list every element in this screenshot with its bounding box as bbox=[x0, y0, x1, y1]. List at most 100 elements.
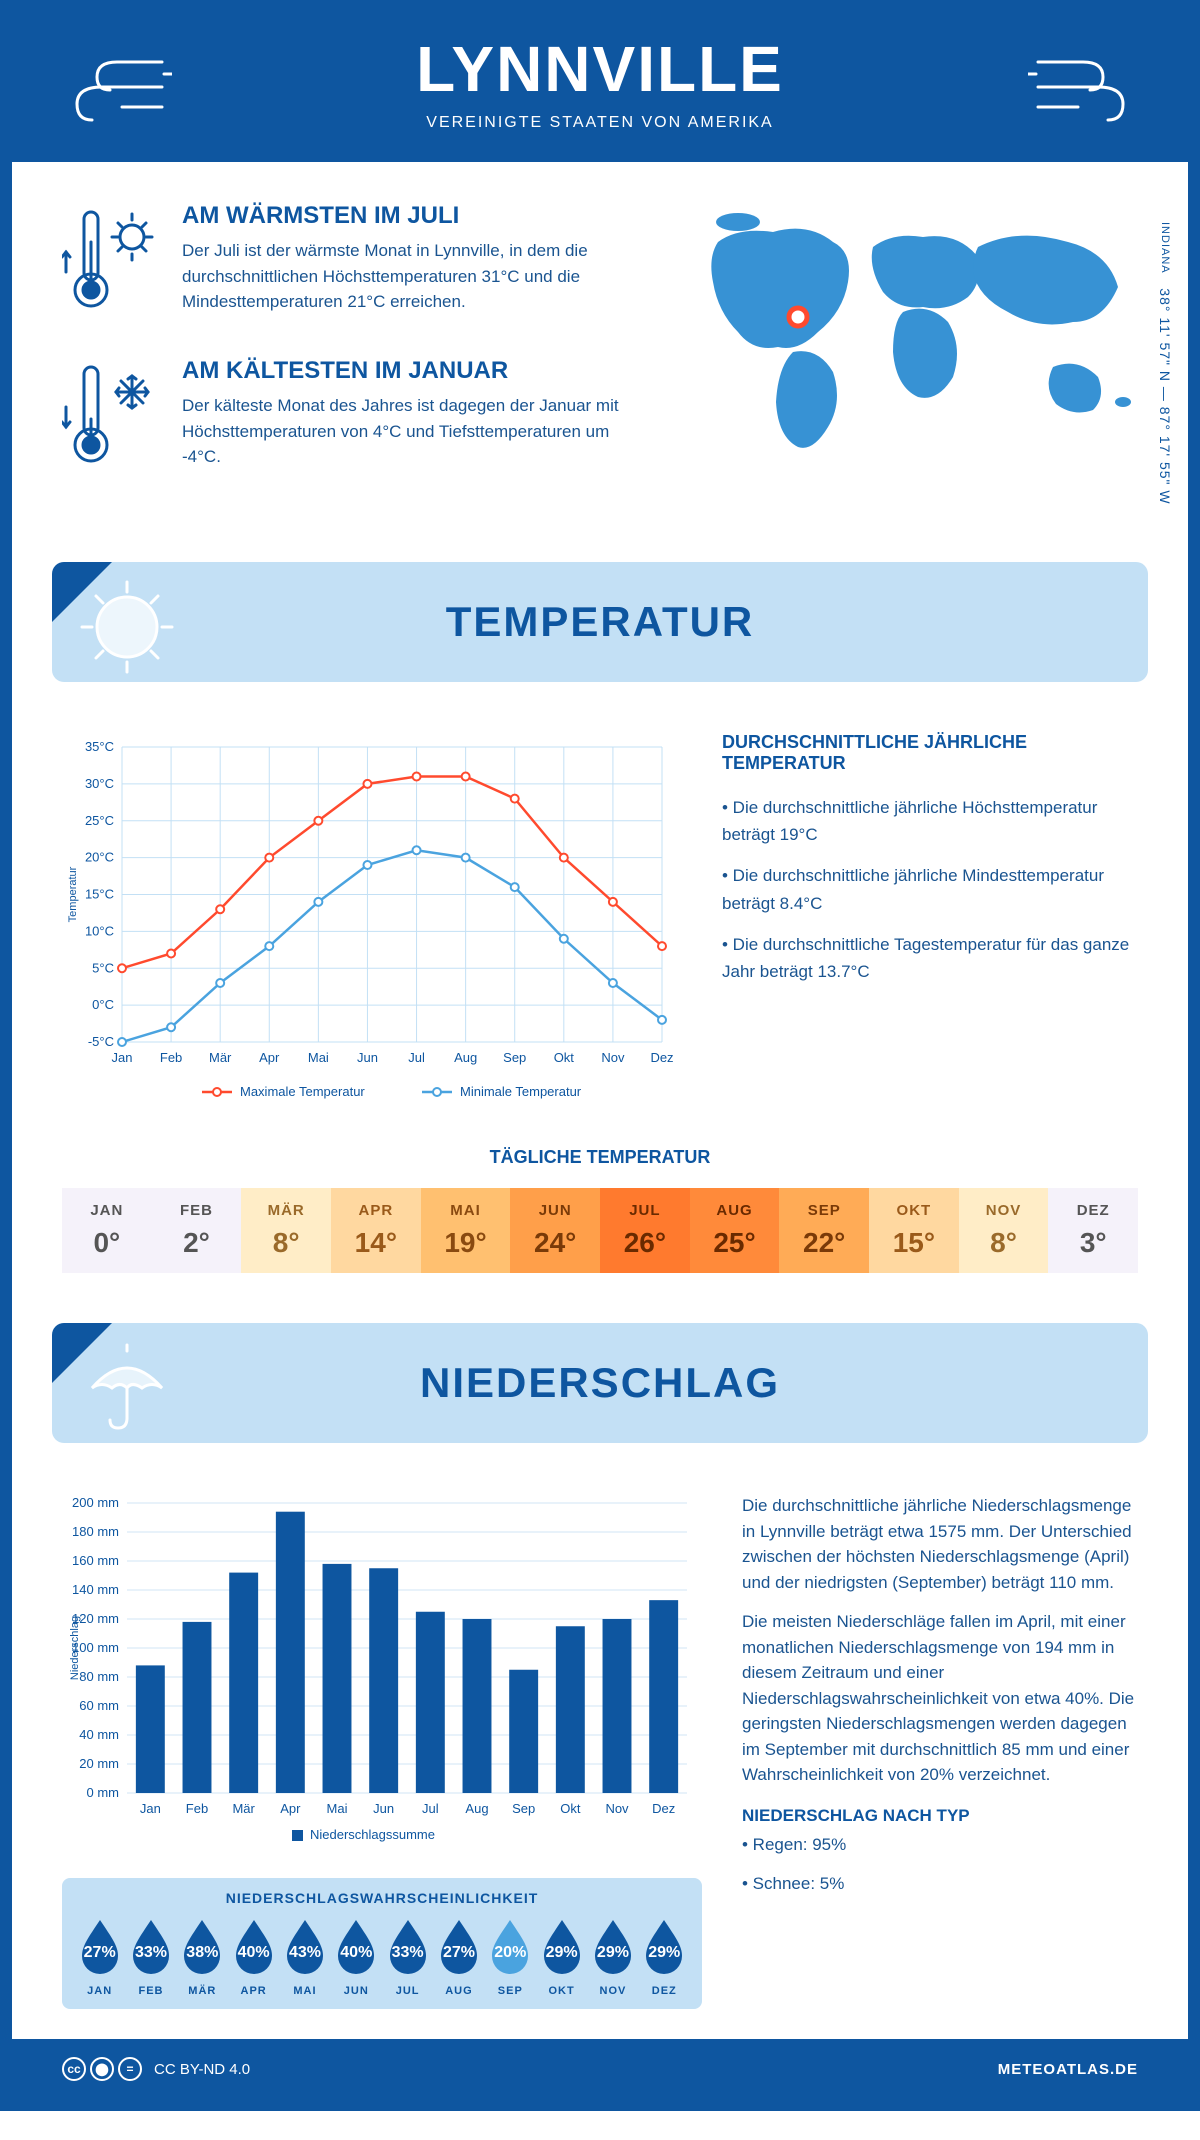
svg-text:Apr: Apr bbox=[259, 1050, 280, 1065]
svg-text:Aug: Aug bbox=[465, 1801, 488, 1816]
type-bullet: • Schnee: 5% bbox=[742, 1871, 1138, 1897]
svg-text:15°C: 15°C bbox=[85, 887, 114, 902]
temp-strip-cell: JAN0° bbox=[62, 1188, 152, 1273]
svg-text:180 mm: 180 mm bbox=[72, 1524, 119, 1539]
precipitation-text: Die durchschnittliche jährliche Niedersc… bbox=[742, 1493, 1138, 2009]
svg-text:Sep: Sep bbox=[503, 1050, 526, 1065]
coordinates: INDIANA 38° 11' 57" N — 87° 17' 55" W bbox=[1157, 222, 1173, 505]
footer: cc⬤= CC BY-ND 4.0 METEOATLAS.DE bbox=[12, 2039, 1188, 2099]
temp-strip-cell: APR14° bbox=[331, 1188, 421, 1273]
temp-strip-cell: MAI19° bbox=[421, 1188, 511, 1273]
coldest-fact: AM KÄLTESTEN IM JANUAR Der kälteste Mona… bbox=[62, 357, 638, 482]
world-map: INDIANA 38° 11' 57" N — 87° 17' 55" W bbox=[678, 202, 1138, 512]
coldest-text: Der kälteste Monat des Jahres ist dagege… bbox=[182, 393, 638, 470]
temp-strip-cell: MÄR8° bbox=[241, 1188, 331, 1273]
svg-text:Feb: Feb bbox=[160, 1050, 182, 1065]
svg-text:Niederschlagssumme: Niederschlagssumme bbox=[310, 1827, 435, 1842]
warmest-text: Der Juli ist der wärmste Monat in Lynnvi… bbox=[182, 238, 638, 315]
fact-bullet: • Die durchschnittliche Tagestemperatur … bbox=[722, 931, 1138, 985]
thermometer-sun-icon bbox=[62, 202, 162, 327]
svg-text:Mär: Mär bbox=[232, 1801, 255, 1816]
temp-strip-cell: NOV8° bbox=[959, 1188, 1049, 1273]
svg-text:80 mm: 80 mm bbox=[79, 1669, 119, 1684]
city-title: LYNNVILLE bbox=[12, 32, 1188, 106]
temperature-chart: -5°C0°C5°C10°C15°C20°C25°C30°C35°CJanFeb… bbox=[62, 732, 682, 1117]
warmest-fact: AM WÄRMSTEN IM JULI Der Juli ist der wär… bbox=[62, 202, 638, 327]
svg-text:10°C: 10°C bbox=[85, 923, 114, 938]
svg-text:Dez: Dez bbox=[652, 1801, 675, 1816]
svg-text:Okt: Okt bbox=[560, 1801, 581, 1816]
temperature-facts: DURCHSCHNITTLICHE JÄHRLICHE TEMPERATUR •… bbox=[722, 732, 1138, 1117]
svg-text:Mai: Mai bbox=[327, 1801, 348, 1816]
svg-text:30°C: 30°C bbox=[85, 776, 114, 791]
probability-cell: 40%APR bbox=[228, 1916, 279, 1997]
svg-text:20°C: 20°C bbox=[85, 850, 114, 865]
svg-text:25°C: 25°C bbox=[85, 813, 114, 828]
probability-cell: 33%JUL bbox=[382, 1916, 433, 1997]
temp-strip-cell: JUL26° bbox=[600, 1188, 690, 1273]
svg-text:140 mm: 140 mm bbox=[72, 1582, 119, 1597]
coldest-title: AM KÄLTESTEN IM JANUAR bbox=[182, 357, 638, 385]
svg-text:Jan: Jan bbox=[140, 1801, 161, 1816]
probability-cell: 43%MAI bbox=[279, 1916, 330, 1997]
probability-cell: 38%MÄR bbox=[177, 1916, 228, 1997]
temp-strip-cell: OKT15° bbox=[869, 1188, 959, 1273]
temp-strip-cell: DEZ3° bbox=[1048, 1188, 1138, 1273]
wind-icon bbox=[52, 42, 172, 137]
svg-text:Mär: Mär bbox=[209, 1050, 232, 1065]
svg-text:Jul: Jul bbox=[422, 1801, 439, 1816]
fact-bullet: • Die durchschnittliche jährliche Mindes… bbox=[722, 862, 1138, 916]
probability-cell: 27%AUG bbox=[433, 1916, 484, 1997]
precipitation-heading: NIEDERSCHLAG bbox=[420, 1359, 780, 1407]
cc-icon: cc⬤= bbox=[62, 2057, 142, 2081]
svg-text:5°C: 5°C bbox=[92, 960, 114, 975]
probability-cell: 33%FEB bbox=[125, 1916, 176, 1997]
warmest-title: AM WÄRMSTEN IM JULI bbox=[182, 202, 638, 230]
country-subtitle: VEREINIGTE STAATEN VON AMERIKA bbox=[12, 114, 1188, 132]
svg-text:40 mm: 40 mm bbox=[79, 1727, 119, 1742]
temp-strip-cell: SEP22° bbox=[779, 1188, 869, 1273]
type-bullet: • Regen: 95% bbox=[742, 1832, 1138, 1858]
svg-text:Feb: Feb bbox=[186, 1801, 208, 1816]
svg-text:60 mm: 60 mm bbox=[79, 1698, 119, 1713]
svg-text:Sep: Sep bbox=[512, 1801, 535, 1816]
svg-text:Nov: Nov bbox=[605, 1801, 629, 1816]
header: LYNNVILLE VEREINIGTE STAATEN VON AMERIKA bbox=[12, 12, 1188, 162]
svg-text:160 mm: 160 mm bbox=[72, 1553, 119, 1568]
svg-text:35°C: 35°C bbox=[85, 739, 114, 754]
svg-text:Niederschlag: Niederschlag bbox=[69, 1616, 81, 1680]
probability-cell: 29%DEZ bbox=[639, 1916, 690, 1997]
sun-icon bbox=[72, 572, 182, 682]
probability-cell: 20%SEP bbox=[485, 1916, 536, 1997]
fact-bullet: • Die durchschnittliche jährliche Höchst… bbox=[722, 794, 1138, 848]
daily-temperature: TÄGLICHE TEMPERATUR JAN0°FEB2°MÄR8°APR14… bbox=[12, 1147, 1188, 1303]
thermometer-snow-icon bbox=[62, 357, 162, 482]
svg-text:200 mm: 200 mm bbox=[72, 1495, 119, 1510]
svg-text:Mai: Mai bbox=[308, 1050, 329, 1065]
svg-text:0°C: 0°C bbox=[92, 997, 114, 1012]
probability-cell: 29%NOV bbox=[587, 1916, 638, 1997]
svg-text:Apr: Apr bbox=[280, 1801, 301, 1816]
svg-text:Jun: Jun bbox=[357, 1050, 378, 1065]
svg-text:Dez: Dez bbox=[650, 1050, 673, 1065]
wind-icon bbox=[1028, 42, 1148, 137]
temp-strip-cell: JUN24° bbox=[510, 1188, 600, 1273]
temp-strip-cell: AUG25° bbox=[690, 1188, 780, 1273]
temp-strip-cell: FEB2° bbox=[152, 1188, 242, 1273]
temperature-banner: TEMPERATUR bbox=[52, 562, 1148, 682]
precipitation-chart: 0 mm20 mm40 mm60 mm80 mm100 mm120 mm140 … bbox=[62, 1493, 702, 1858]
svg-text:Temperatur: Temperatur bbox=[67, 866, 79, 922]
probability-cell: 40%JUN bbox=[331, 1916, 382, 1997]
probability-panel: NIEDERSCHLAGSWAHRSCHEINLICHKEIT 27%JAN 3… bbox=[62, 1878, 702, 2009]
probability-cell: 29%OKT bbox=[536, 1916, 587, 1997]
temperature-heading: TEMPERATUR bbox=[446, 598, 755, 646]
svg-text:Minimale Temperatur: Minimale Temperatur bbox=[460, 1084, 582, 1099]
brand-text: METEOATLAS.DE bbox=[998, 2061, 1138, 2078]
svg-text:Jul: Jul bbox=[408, 1050, 425, 1065]
svg-text:-5°C: -5°C bbox=[88, 1034, 114, 1049]
intro-section: AM WÄRMSTEN IM JULI Der Juli ist der wär… bbox=[12, 162, 1188, 542]
precipitation-banner: NIEDERSCHLAG bbox=[52, 1323, 1148, 1443]
svg-text:Maximale Temperatur: Maximale Temperatur bbox=[240, 1084, 365, 1099]
svg-text:Okt: Okt bbox=[554, 1050, 575, 1065]
probability-cell: 27%JAN bbox=[74, 1916, 125, 1997]
